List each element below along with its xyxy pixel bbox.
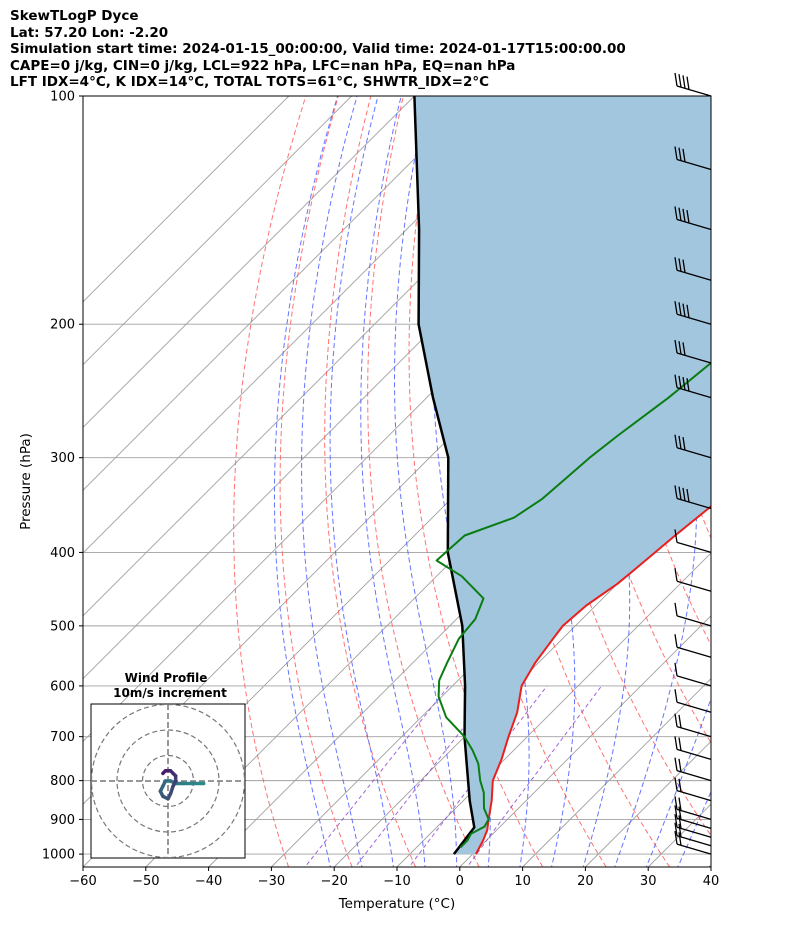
isotherm [459,615,711,867]
x-tick-label: −50 [132,874,159,889]
wind-barb [674,529,712,554]
dry-adiabat [728,96,794,867]
wind-barb [674,822,712,847]
hodograph-segment [161,769,168,776]
y-tick-label: 600 [50,679,75,694]
lifted-indices: LFT IDX=4°C, K IDX=14°C, TOTAL TOTS=61°C… [10,74,490,91]
mixing-ratio-line [304,685,450,867]
moist-adiabat [329,96,394,867]
wind-barb [674,257,712,281]
x-tick-label: 30 [640,874,657,889]
profile-lines [413,96,711,855]
header: SkewTLogP Dyce Lat: 57.20 Lon: -2.20 Sim… [10,8,626,91]
y-tick-label: 800 [50,774,75,789]
y-axis-label: Pressure (hPa) [18,433,34,530]
wind-barb [674,602,712,627]
station-coordinates: Lat: 57.20 Lon: -2.20 [10,24,169,41]
y-tick-label: 1000 [42,848,75,863]
station-title: SkewTLogP Dyce [10,8,139,24]
isotherm [83,96,352,366]
moist-adiabat [431,96,491,867]
mixing-ratio-line [466,685,603,867]
moist-adiabat [274,96,339,867]
dry-adiabat [324,96,417,867]
cin-shading [414,96,711,855]
y-tick-label: 300 [50,451,75,466]
wind-barb [674,72,712,97]
y-tick-label: 500 [50,619,75,634]
isotherm [774,96,794,867]
x-tick-label: −60 [69,874,96,889]
wind-barb [674,374,712,399]
moist-adiabat [645,697,711,867]
stability-indices: CAPE=0 j/kg, CIN=0 j/kg, LCL=922 hPa, LF… [10,57,516,74]
wind-barb [674,713,712,738]
x-tick-label: 40 [703,874,720,889]
x-tick-label: 10 [514,874,531,889]
isotherm [710,866,711,867]
axes: −60 −50 −40 −30 −20 −10 0 10 20 30 40 1000 900 800 700… [18,90,719,913]
isotherm [83,96,290,303]
wind-barbs [674,72,712,855]
x-tick-label: −10 [383,874,410,889]
simulation-times: Simulation start time: 2024-01-15_00:00:… [10,41,626,58]
moist-adiabat [360,96,426,867]
x-axis-label: Temperature (°C) [338,896,456,912]
wind-barb [674,206,712,231]
y-tick-label: 400 [50,546,75,561]
x-tick-label: 20 [577,874,594,889]
wind-barb [674,736,712,760]
dry-adiabat [233,96,307,867]
wind-barb [674,830,712,855]
isotherm [83,96,415,429]
dry-adiabat [408,96,544,867]
wind-barb [674,634,712,658]
x-tick-label: 0 [456,874,464,889]
y-tick-label: 200 [50,318,75,333]
wind-barb [674,485,712,510]
wind-barb [674,146,712,171]
wind-barb [674,777,712,802]
wind-barb [674,662,712,687]
parcel-profile-line [413,96,476,855]
dry-adiabat [761,96,794,867]
dewpoint-line [435,361,711,849]
hodograph-subtitle: 10m/s increment [113,686,227,700]
wind-barb [674,568,712,592]
isotherm [83,96,478,491]
y-tick-label: 700 [50,730,75,745]
moist-adiabat [708,862,711,867]
isotherm [83,96,541,554]
moist-adiabat [394,96,458,867]
y-tick-label: 900 [50,813,75,828]
wind-barb [674,805,712,830]
wind-barb [674,434,712,459]
x-tick-label: −40 [195,874,222,889]
wind-barb [674,796,712,821]
isotherm [396,552,711,867]
wind-barb [674,301,712,325]
hodograph-title: Wind Profile [125,671,208,685]
wind-barb [674,339,712,364]
wind-barb [674,689,712,713]
moist-adiabat [301,96,363,867]
x-tick-label: −20 [320,874,347,889]
wind-barb [674,757,712,782]
x-tick-label: −30 [258,874,285,889]
dry-adiabat [279,96,353,867]
isotherm [333,489,711,867]
wind-barb [674,814,712,838]
temperature-line [475,504,711,855]
y-tick-label: 100 [50,90,75,105]
